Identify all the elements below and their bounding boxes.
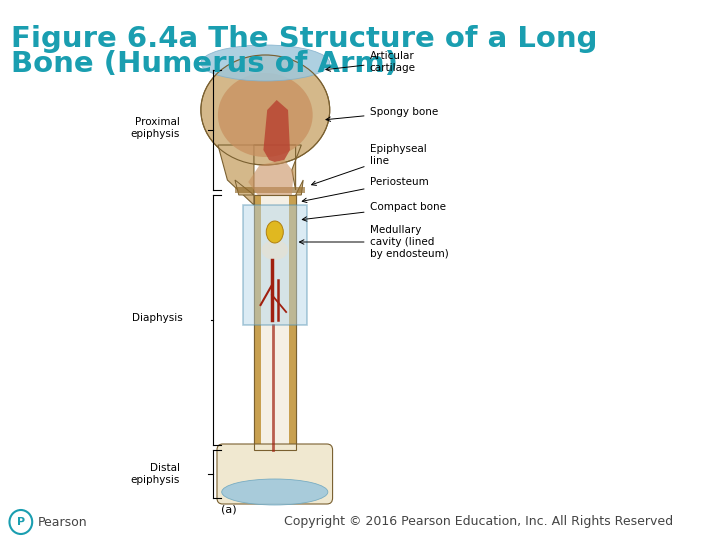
Ellipse shape — [222, 479, 328, 505]
Polygon shape — [218, 145, 301, 205]
Text: Spongy bone: Spongy bone — [326, 107, 438, 122]
Polygon shape — [235, 180, 254, 195]
Text: Copyright © 2016 Pearson Education, Inc. All Rights Reserved: Copyright © 2016 Pearson Education, Inc.… — [284, 515, 672, 528]
Text: P: P — [17, 517, 25, 527]
Bar — [254, 195, 296, 450]
Polygon shape — [296, 450, 318, 480]
Bar — [254, 195, 261, 450]
Ellipse shape — [201, 45, 330, 81]
Text: Pearson: Pearson — [38, 516, 88, 529]
Polygon shape — [264, 100, 290, 162]
Text: Epiphyseal
line: Epiphyseal line — [312, 144, 426, 185]
Text: Periosteum: Periosteum — [302, 177, 428, 202]
Polygon shape — [248, 160, 294, 195]
Text: Diaphysis: Diaphysis — [132, 313, 183, 323]
Polygon shape — [222, 450, 254, 480]
Ellipse shape — [201, 55, 330, 165]
Bar — [289, 195, 296, 450]
Bar — [261, 195, 289, 450]
Text: Figure 6.4a The Structure of a Long: Figure 6.4a The Structure of a Long — [12, 25, 598, 53]
Text: Bone (Humerus of Arm): Bone (Humerus of Arm) — [12, 50, 398, 78]
Bar — [235, 187, 305, 193]
FancyBboxPatch shape — [243, 205, 307, 325]
Ellipse shape — [218, 73, 312, 157]
Ellipse shape — [266, 221, 283, 243]
Text: Medullary
cavity (lined
by endosteum): Medullary cavity (lined by endosteum) — [300, 225, 449, 259]
Text: Proximal
epiphysis: Proximal epiphysis — [130, 117, 180, 139]
Bar — [254, 195, 296, 450]
Ellipse shape — [261, 240, 288, 260]
Text: Compact bone: Compact bone — [302, 202, 446, 221]
Text: Distal
epiphysis: Distal epiphysis — [130, 463, 180, 485]
Text: Articular
cartilage: Articular cartilage — [326, 51, 415, 73]
FancyBboxPatch shape — [217, 444, 333, 504]
Text: (a): (a) — [222, 505, 237, 515]
Polygon shape — [296, 180, 303, 195]
